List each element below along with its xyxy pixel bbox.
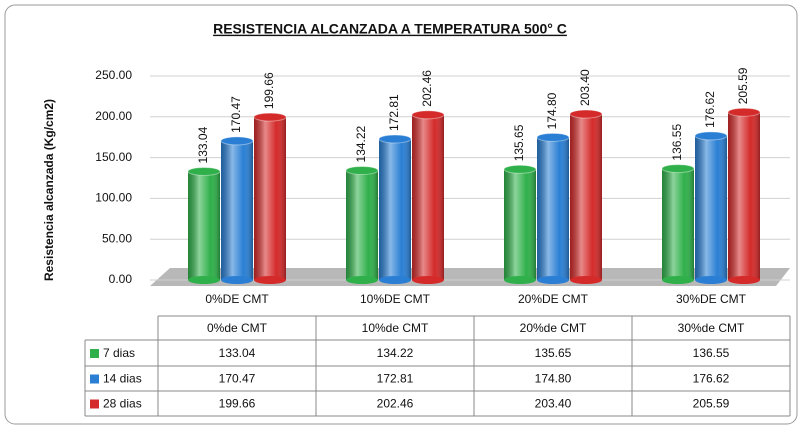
table-cell: 172.81 xyxy=(377,372,414,386)
table-header: 30%de CMT xyxy=(678,321,745,335)
legend-label: 14 dias xyxy=(103,372,142,386)
table-cell: 199.66 xyxy=(219,397,256,411)
bar-shine xyxy=(504,169,536,280)
legend-label: 28 dias xyxy=(103,397,142,411)
bar xyxy=(536,132,570,284)
bar xyxy=(187,166,221,284)
bar-shine xyxy=(379,138,411,280)
value-label: 135.65 xyxy=(512,124,526,161)
y-tick-label: 0.00 xyxy=(109,272,133,286)
bar xyxy=(378,134,412,284)
table-cell: 176.62 xyxy=(693,372,730,386)
bar-top xyxy=(536,132,570,142)
bar-top xyxy=(694,131,728,141)
table-header: 20%de CMT xyxy=(520,321,587,335)
bar-top xyxy=(187,166,221,176)
bar-base xyxy=(254,276,286,284)
bar-base xyxy=(537,276,569,284)
table-header: 0%de CMT xyxy=(207,321,268,335)
value-label: 203.40 xyxy=(578,69,592,106)
bar-shine xyxy=(695,135,727,280)
value-label: 174.80 xyxy=(545,92,559,129)
table-cell: 170.47 xyxy=(219,372,256,386)
value-label: 136.55 xyxy=(670,124,684,161)
y-axis-label: Resistencia alcanzada (Kg/cm2) xyxy=(42,99,56,281)
bar xyxy=(253,112,287,284)
table-cell: 136.55 xyxy=(693,346,730,360)
bar-shine xyxy=(188,171,220,280)
value-label: 172.81 xyxy=(387,94,401,131)
bar-top xyxy=(411,110,445,120)
legend-swatch xyxy=(90,399,99,409)
bar-top xyxy=(661,164,695,174)
bar xyxy=(661,164,695,284)
bar-shine xyxy=(346,170,378,280)
table-cell: 174.80 xyxy=(535,372,572,386)
value-label: 176.62 xyxy=(703,91,717,128)
bar-shine xyxy=(254,117,286,280)
bar-top xyxy=(727,107,761,117)
table-cell: 134.22 xyxy=(377,346,414,360)
bar-shine xyxy=(537,137,569,280)
bar-top xyxy=(378,134,412,144)
table-header: 10%de CMT xyxy=(362,321,429,335)
x-tick-label: 10%DE CMT xyxy=(360,292,431,306)
table-cell: 205.59 xyxy=(693,397,730,411)
bar-top xyxy=(503,164,537,174)
bar-shine xyxy=(412,114,444,281)
bar-base xyxy=(412,276,444,284)
value-label: 202.46 xyxy=(420,70,434,107)
value-label: 133.04 xyxy=(196,126,210,163)
table-cell: 203.40 xyxy=(535,397,572,411)
y-tick-label: 250.00 xyxy=(95,68,132,82)
bar xyxy=(694,131,728,284)
bar xyxy=(569,109,603,284)
value-label: 170.47 xyxy=(229,96,243,133)
bar xyxy=(503,164,537,284)
y-tick-label: 150.00 xyxy=(95,150,132,164)
x-tick-label: 30%DE CMT xyxy=(676,292,747,306)
table-cell: 202.46 xyxy=(377,397,414,411)
bar-base xyxy=(504,276,536,284)
bar-shine xyxy=(662,168,694,280)
bar-shine xyxy=(728,112,760,281)
bar-top xyxy=(220,136,254,146)
legend-swatch xyxy=(90,374,99,384)
table-cell: 135.65 xyxy=(535,346,572,360)
legend-label: 7 dias xyxy=(103,346,135,360)
y-tick-label: 200.00 xyxy=(95,109,132,123)
bar-top xyxy=(569,109,603,119)
y-tick-label: 50.00 xyxy=(102,231,132,245)
bar-shine xyxy=(570,114,602,280)
bar-base xyxy=(379,276,411,284)
bar-top xyxy=(253,112,287,122)
bar xyxy=(727,107,761,284)
bar-top xyxy=(345,165,379,175)
bar-base xyxy=(662,276,694,284)
bar xyxy=(220,136,254,284)
table-cell: 133.04 xyxy=(219,346,256,360)
x-tick-label: 20%DE CMT xyxy=(518,292,589,306)
x-tick-label: 0%DE CMT xyxy=(205,292,269,306)
bar xyxy=(411,110,445,284)
chart-title: RESISTENCIA ALCANZADA A TEMPERATURA 500°… xyxy=(213,21,567,37)
floor xyxy=(150,268,790,286)
bar-base xyxy=(221,276,253,284)
value-label: 199.66 xyxy=(262,72,276,109)
bar-base xyxy=(728,276,760,284)
bar-shine xyxy=(221,140,253,280)
bar-base xyxy=(570,276,602,284)
value-label: 205.59 xyxy=(736,67,750,104)
bar-base xyxy=(695,276,727,284)
bar-base xyxy=(188,276,220,284)
legend-swatch xyxy=(90,349,99,358)
bar-base xyxy=(346,276,378,284)
y-tick-label: 100.00 xyxy=(95,191,132,205)
bar xyxy=(345,165,379,284)
value-label: 134.22 xyxy=(354,125,368,162)
